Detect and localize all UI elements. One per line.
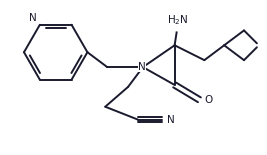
Text: N: N bbox=[167, 115, 174, 125]
Text: O: O bbox=[204, 95, 213, 105]
Text: N: N bbox=[138, 62, 146, 72]
Text: N: N bbox=[29, 13, 37, 23]
Text: H$_2$N: H$_2$N bbox=[167, 14, 189, 27]
